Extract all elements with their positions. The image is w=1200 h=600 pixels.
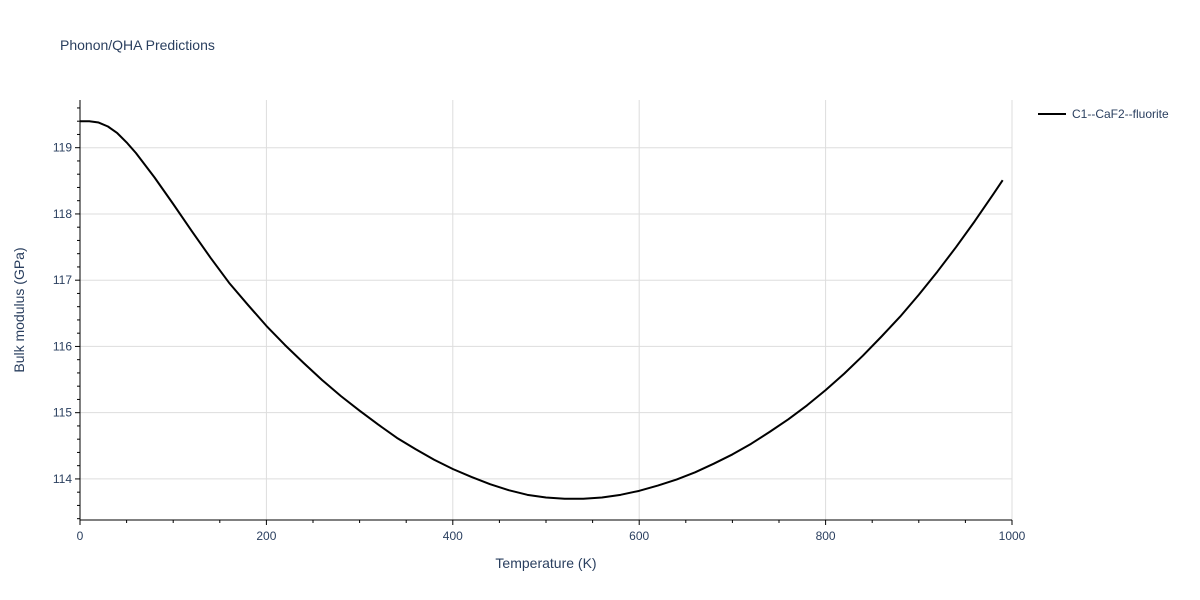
x-tick-label: 600 bbox=[629, 529, 649, 543]
y-axis-title: Bulk modulus (GPa) bbox=[11, 247, 27, 372]
y-tick-label: 116 bbox=[53, 339, 72, 353]
chart-title: Phonon/QHA Predictions bbox=[60, 37, 215, 53]
y-tick-label: 114 bbox=[53, 472, 72, 486]
grid bbox=[80, 100, 1013, 520]
series-line bbox=[80, 120, 1004, 500]
y-tick-label: 117 bbox=[53, 273, 72, 287]
ticks: 0 200 400 600 800 1000 114 115 116 117 118 119 bbox=[53, 141, 1026, 543]
y-tick-label: 119 bbox=[53, 141, 72, 155]
x-tick-label: 0 bbox=[77, 529, 84, 543]
legend[interactable]: C1--CaF2--fluorite bbox=[1038, 107, 1169, 121]
x-tick-label: 1000 bbox=[999, 529, 1026, 543]
x-tick-label: 200 bbox=[256, 529, 276, 543]
x-tick-label: 800 bbox=[816, 529, 836, 543]
y-tick-label: 118 bbox=[53, 207, 72, 221]
axes bbox=[75, 100, 1013, 525]
plot-area bbox=[80, 120, 1004, 500]
x-axis-title: Temperature (K) bbox=[495, 555, 596, 571]
legend-label: C1--CaF2--fluorite bbox=[1072, 107, 1169, 121]
x-tick-label: 400 bbox=[443, 529, 463, 543]
y-tick-label: 115 bbox=[53, 406, 72, 420]
